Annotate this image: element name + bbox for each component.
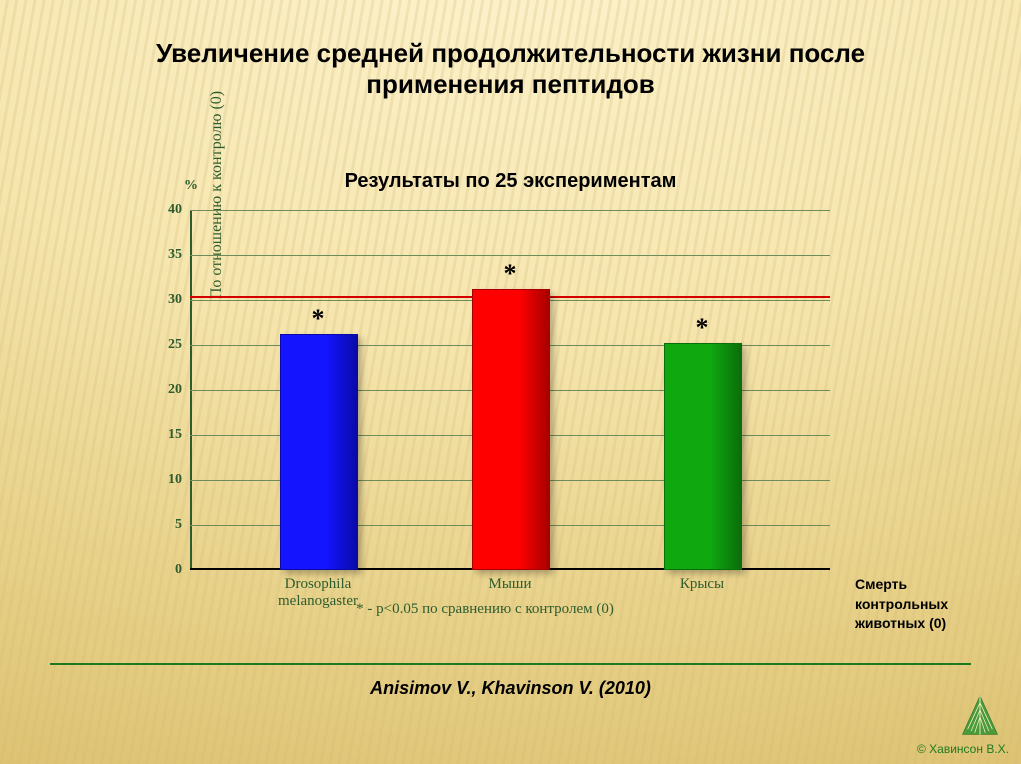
side-note-line2: контрольных <box>855 595 1015 615</box>
grid-line <box>190 255 830 256</box>
x-axis-label: Мыши <box>433 576 587 593</box>
leaf-logo-icon <box>953 694 1007 738</box>
title-line2: применения пептидов <box>0 69 1021 100</box>
y-tick-label: 25 <box>168 337 182 353</box>
citation: Anisimov V., Khavinson V. (2010) <box>0 678 1021 699</box>
y-tick-label: 10 <box>168 472 182 488</box>
divider-line <box>50 663 971 665</box>
y-tick-label: 15 <box>168 427 182 443</box>
grid-line <box>190 210 830 211</box>
y-tick-label: 35 <box>168 247 182 263</box>
title-line1: Увеличение средней продолжительности жиз… <box>0 38 1021 69</box>
footnote-text: - p<0.05 по сравнению с контролем (0) <box>364 601 614 617</box>
chart-subtitle: Результаты по 25 экспериментам <box>0 170 1021 193</box>
x-axis-label: Крысы <box>625 576 779 593</box>
y-tick-label: 30 <box>168 292 182 308</box>
copyright-text: © Хавинсон В.Х. <box>917 742 1009 756</box>
slide: Увеличение средней продолжительности жиз… <box>0 0 1021 764</box>
bar <box>280 334 359 570</box>
bar <box>664 343 743 570</box>
plot-area: 0510152025303540*Drosophilamelanogaster*… <box>190 210 830 570</box>
bar <box>472 289 551 570</box>
y-axis-unit: % <box>184 178 198 194</box>
y-tick-label: 0 <box>175 562 182 578</box>
control-death-note: Смерть контрольных животных (0) <box>855 575 1015 634</box>
y-tick-label: 5 <box>175 517 182 533</box>
significance-star: * <box>664 313 741 343</box>
y-tick-label: 20 <box>168 382 182 398</box>
footnote-symbol: * <box>356 601 364 617</box>
chart-footnote: * - p<0.05 по сравнению с контролем (0) <box>120 601 850 618</box>
bar-chart: По отношению к контролю (0) % 0510152025… <box>120 200 850 610</box>
side-note-line3: животных (0) <box>855 614 1015 634</box>
slide-title: Увеличение средней продолжительности жиз… <box>0 38 1021 100</box>
side-note-line1: Смерть <box>855 575 1015 595</box>
significance-star: * <box>472 259 549 289</box>
y-tick-label: 40 <box>168 202 182 218</box>
significance-star: * <box>280 304 357 334</box>
